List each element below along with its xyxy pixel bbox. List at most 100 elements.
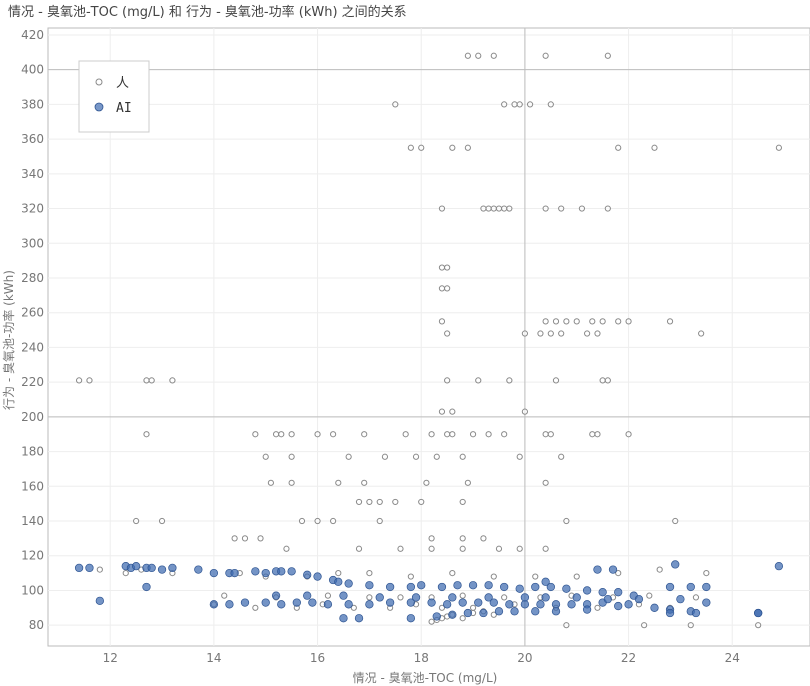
- data-point-human: [532, 573, 539, 580]
- data-point-ai: [157, 565, 167, 574]
- data-point-ai: [411, 593, 421, 602]
- data-point-human: [687, 622, 694, 629]
- legend-label-ai: AI: [116, 101, 132, 116]
- data-point-human: [438, 408, 446, 415]
- data-point-human: [402, 431, 409, 438]
- data-point-human: [438, 604, 446, 611]
- data-point-human: [516, 101, 523, 108]
- data-point-ai: [339, 591, 348, 600]
- data-point-ai: [567, 600, 576, 609]
- data-point-ai: [417, 581, 426, 590]
- data-point-human: [444, 264, 451, 271]
- data-point-human: [158, 517, 166, 525]
- data-point-human: [449, 431, 456, 438]
- data-point-ai: [614, 601, 623, 611]
- data-point-human: [558, 453, 565, 460]
- data-point-ai: [546, 582, 555, 592]
- data-point-ai: [479, 608, 488, 618]
- data-point-ai: [354, 614, 364, 623]
- data-point-ai: [313, 572, 322, 581]
- data-point-human: [552, 377, 560, 384]
- data-point-human: [428, 618, 435, 625]
- data-point-human: [298, 517, 306, 525]
- data-point-human: [314, 517, 321, 525]
- y-tick-label: 340: [21, 167, 44, 181]
- data-point-human: [755, 622, 762, 629]
- data-point-human: [361, 479, 368, 486]
- data-point-human: [444, 431, 451, 438]
- data-point-human: [392, 101, 399, 108]
- data-point-human: [407, 144, 414, 151]
- data-point-ai: [614, 588, 623, 597]
- data-point-human: [641, 622, 648, 629]
- data-point-ai: [582, 605, 592, 614]
- data-point-human: [692, 594, 700, 601]
- data-point-human: [501, 101, 508, 108]
- series-human-points: [76, 52, 782, 629]
- data-point-human: [143, 377, 150, 384]
- data-point-human: [366, 569, 373, 577]
- data-point-ai: [665, 608, 675, 618]
- x-tick-label: 12: [103, 651, 118, 665]
- data-point-human: [573, 318, 580, 325]
- data-point-human: [542, 318, 549, 325]
- y-tick-label: 400: [21, 63, 44, 77]
- data-point-human: [490, 611, 497, 618]
- data-point-ai: [292, 598, 301, 607]
- data-point-human: [376, 517, 383, 525]
- data-point-human: [438, 264, 446, 271]
- data-point-human: [485, 205, 492, 212]
- y-tick-label: 240: [21, 340, 44, 354]
- data-point-ai: [365, 581, 374, 590]
- reference-lines: [48, 28, 810, 646]
- data-point-ai: [344, 600, 353, 609]
- data-point-human: [501, 431, 508, 438]
- data-point-ai: [505, 600, 514, 609]
- data-point-ai: [432, 612, 441, 621]
- data-point-ai: [339, 614, 348, 623]
- series-ai-points: [74, 560, 784, 623]
- data-point-ai: [520, 593, 530, 602]
- data-point-human: [469, 431, 477, 438]
- data-point-ai: [334, 577, 343, 586]
- data-point-human: [480, 535, 487, 542]
- data-point-human: [542, 52, 549, 59]
- data-point-human: [335, 479, 342, 486]
- data-point-human: [490, 573, 497, 580]
- data-point-ai: [142, 582, 151, 592]
- data-point-ai: [365, 600, 374, 609]
- data-point-human: [542, 545, 549, 552]
- data-point-human: [272, 431, 280, 438]
- y-tick-label: 280: [21, 271, 44, 285]
- data-point-human: [672, 517, 679, 525]
- data-point-human: [495, 205, 503, 212]
- data-point-ai: [754, 608, 763, 618]
- data-point-ai: [582, 586, 592, 595]
- data-point-ai: [251, 567, 260, 576]
- data-point-ai: [209, 600, 219, 609]
- data-point-ai: [323, 600, 333, 609]
- data-point-human: [578, 205, 586, 212]
- y-tick-label: 160: [21, 479, 44, 493]
- legend: 人 AI: [78, 60, 150, 133]
- y-tick-label: 80: [29, 618, 44, 632]
- data-point-ai: [375, 593, 384, 602]
- data-point-ai: [95, 596, 104, 606]
- data-point-human: [656, 566, 663, 573]
- data-point-human: [459, 592, 466, 599]
- data-point-human: [366, 594, 373, 601]
- data-point-ai: [277, 567, 286, 576]
- data-point-human: [604, 205, 611, 212]
- data-point-ai: [541, 577, 550, 586]
- data-point-human: [615, 569, 622, 577]
- data-point-ai: [494, 607, 504, 616]
- data-point-ai: [671, 560, 680, 569]
- y-tick-label: 320: [21, 202, 44, 216]
- data-point-ai: [676, 594, 685, 604]
- data-point-human: [537, 330, 544, 337]
- data-point-human: [169, 377, 176, 384]
- data-point-human: [506, 205, 513, 212]
- data-point-ai: [209, 568, 219, 578]
- data-point-human: [283, 545, 290, 552]
- data-point-ai: [702, 582, 711, 592]
